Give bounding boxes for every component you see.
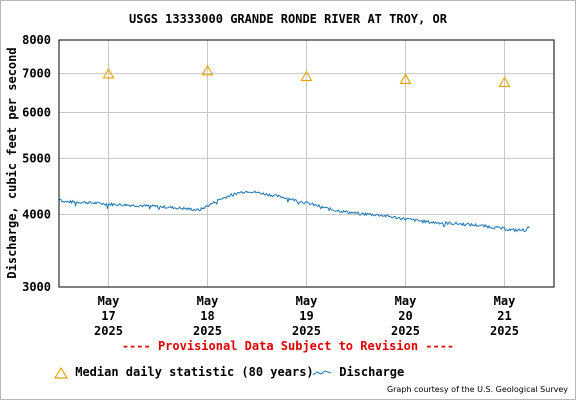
provisional-notice: ---- Provisional Data Subject to Revisio…: [121, 339, 455, 353]
x-tick-label: 21: [497, 309, 511, 323]
y-tick-label: 4000: [22, 208, 51, 222]
x-tick-label: 18: [200, 309, 214, 323]
median-marker: [102, 67, 115, 79]
x-tick-label: 2025: [391, 324, 420, 338]
y-tick-label: 7000: [22, 67, 51, 81]
y-tick-label: 5000: [22, 151, 51, 165]
x-tick-label: May: [98, 294, 120, 308]
legend-discharge-label: Discharge: [339, 365, 405, 379]
line-swatch-icon: [312, 369, 332, 375]
x-tick-label: May: [494, 294, 516, 308]
plot-area-border: [58, 39, 555, 288]
chart-title: USGS 13333000 GRANDE RONDE RIVER AT TROY…: [129, 12, 447, 26]
y-tick-label: 3000: [22, 280, 51, 294]
median-marker: [498, 76, 511, 87]
x-tick-label: 2025: [490, 324, 519, 338]
x-tick-label: 17: [101, 309, 115, 323]
x-tick-label: 2025: [292, 324, 321, 338]
y-axis-label: Discharge, cubic feet per second: [5, 47, 19, 279]
credit-line: Graph courtesy of the U.S. Geological Su…: [386, 385, 568, 394]
x-tick-label: May: [197, 294, 219, 308]
y-tick-label: 6000: [22, 105, 51, 119]
median-marker: [201, 64, 214, 76]
legend-discharge: Discharge: [312, 365, 404, 379]
x-tick-label: 19: [299, 309, 313, 323]
x-tick-label: May: [395, 294, 417, 308]
x-tick-label: 2025: [193, 324, 222, 338]
triangle-marker-icon: [54, 366, 68, 379]
median-marker: [399, 73, 412, 84]
median-marker: [300, 70, 313, 82]
discharge-line: [58, 190, 530, 233]
x-tick-label: 20: [398, 309, 412, 323]
x-tick-label: 2025: [94, 324, 123, 338]
y-tick-label: 8000: [22, 33, 51, 47]
x-tick-label: May: [296, 294, 318, 308]
legend-median: Median daily statistic (80 years): [54, 365, 314, 379]
legend-median-label: Median daily statistic (80 years): [75, 365, 314, 379]
